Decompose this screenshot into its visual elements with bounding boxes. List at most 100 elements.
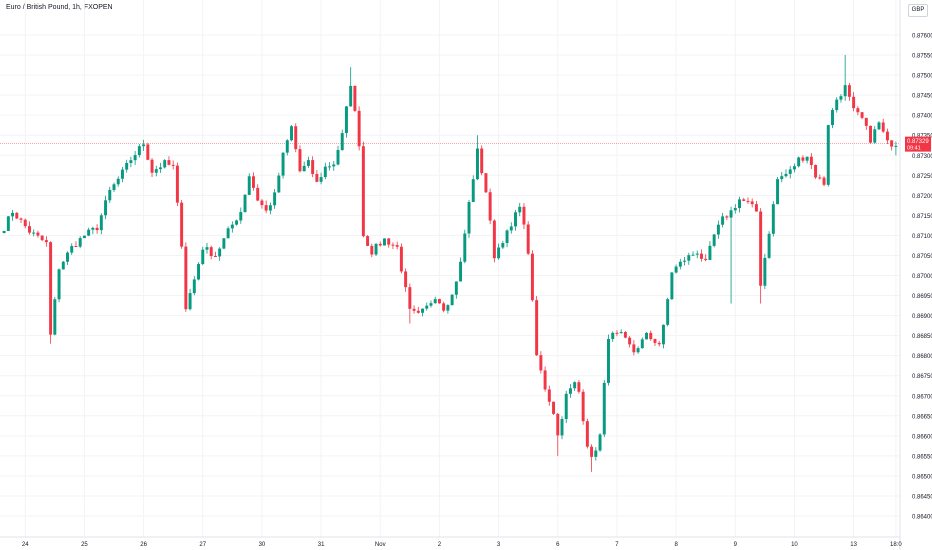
- candle: [247, 173, 251, 195]
- candle-body: [175, 165, 179, 203]
- candle: [154, 165, 158, 177]
- candle-body: [27, 226, 31, 233]
- candle: [619, 329, 623, 334]
- candle: [180, 200, 184, 249]
- candle: [188, 288, 192, 311]
- candle-body: [15, 212, 19, 219]
- candle-body: [87, 229, 91, 236]
- candle: [602, 379, 606, 438]
- candle: [560, 416, 564, 440]
- candle-body: [501, 243, 505, 248]
- candle: [818, 174, 822, 180]
- candle-body: [530, 253, 534, 301]
- candle: [281, 152, 285, 179]
- candle-body: [188, 293, 192, 310]
- candles: [2, 55, 898, 472]
- candle-body: [150, 159, 154, 173]
- candle-body: [463, 233, 467, 262]
- candle: [323, 162, 327, 180]
- candle: [847, 82, 851, 101]
- candle: [687, 252, 691, 265]
- candle-body: [129, 160, 133, 163]
- candle-body: [323, 166, 327, 178]
- candle-body: [505, 230, 509, 244]
- candle-body: [99, 215, 103, 231]
- candle-body: [590, 446, 594, 457]
- candle-body: [552, 401, 556, 414]
- candle: [395, 241, 399, 250]
- candle-body: [653, 339, 657, 343]
- price-tick-label: 0.87400: [912, 114, 932, 120]
- candle-body: [746, 200, 750, 202]
- candle: [632, 340, 636, 356]
- candle: [298, 145, 302, 173]
- time-tick-label: 2: [438, 542, 442, 548]
- candle: [108, 186, 112, 204]
- candle: [657, 340, 661, 347]
- candle: [869, 125, 873, 144]
- candle: [66, 251, 69, 265]
- time-tick-label: 9: [734, 542, 738, 548]
- candle-body: [11, 212, 15, 217]
- candle: [649, 330, 653, 341]
- candle: [653, 338, 657, 346]
- candle: [877, 121, 881, 130]
- time-axis: 24 25 26 27 30 31 Nov 2 3 6 7 8 9 10 13 18:0: [0, 536, 902, 548]
- candle-body: [374, 243, 378, 255]
- candle: [78, 236, 82, 249]
- candle: [890, 140, 894, 151]
- candle-body: [776, 179, 780, 205]
- candle: [171, 160, 175, 170]
- candle-body: [712, 234, 716, 246]
- time-tick-label: 26: [140, 542, 147, 548]
- candle: [349, 67, 353, 107]
- candle: [361, 141, 365, 238]
- time-tick-label: 8: [674, 542, 678, 548]
- time-tick-label: 10: [791, 542, 798, 548]
- candle: [547, 385, 551, 406]
- candle: [133, 151, 137, 165]
- candle: [509, 222, 513, 234]
- bar-countdown: 09:41: [907, 146, 921, 152]
- candle: [556, 412, 560, 456]
- candle-body: [594, 450, 598, 457]
- candle-body: [36, 232, 40, 236]
- candle: [780, 172, 784, 183]
- candle: [552, 401, 556, 415]
- candle: [514, 209, 517, 231]
- candle: [585, 418, 589, 449]
- candle: [860, 111, 864, 120]
- candle: [2, 230, 6, 234]
- candle-body: [885, 131, 889, 141]
- candle-body: [433, 299, 437, 304]
- candle: [19, 217, 23, 223]
- candle-body: [201, 249, 205, 265]
- candle: [797, 156, 801, 168]
- candle: [137, 144, 141, 158]
- candle-body: [387, 238, 391, 245]
- candle-body: [32, 232, 36, 234]
- candle-body: [818, 177, 822, 179]
- price-tick-label: 0.86750: [912, 374, 932, 380]
- candle: [429, 300, 433, 308]
- price-tick-label: 0.87450: [912, 94, 932, 100]
- candle-body: [459, 261, 463, 282]
- candle-body: [154, 169, 158, 173]
- candle-body: [370, 245, 374, 255]
- candle-body: [632, 344, 636, 353]
- candle: [623, 331, 627, 339]
- candle-body: [573, 382, 577, 389]
- candle-body: [475, 148, 479, 180]
- candle: [120, 166, 124, 183]
- time-tick-label: 6: [556, 542, 560, 548]
- candle-body: [514, 212, 517, 227]
- candle-body: [192, 279, 196, 294]
- candle: [353, 85, 357, 113]
- price-tick-label: 0.86700: [912, 394, 932, 400]
- currency-button[interactable]: GBP: [908, 4, 928, 17]
- price-tick-label: 0.86600: [912, 434, 932, 440]
- candle-body: [873, 129, 877, 143]
- candle-body: [649, 332, 653, 340]
- candle: [264, 200, 268, 214]
